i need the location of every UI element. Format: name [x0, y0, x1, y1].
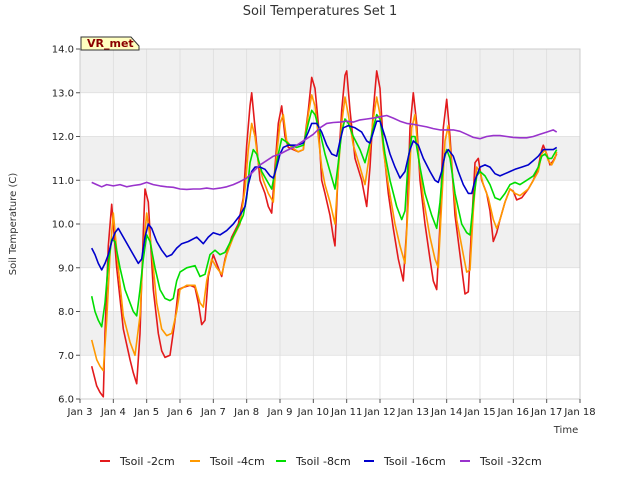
- y-tick-label: 6.0: [58, 395, 74, 406]
- legend: Tsoil -2cm Tsoil -4cm Tsoil -8cm Tsoil -16c…: [100, 455, 542, 468]
- series-line-tsoil-4cm: [90, 94, 558, 372]
- y-tick-label: 14.0: [52, 45, 74, 56]
- x-tick-label: Jan 6: [167, 407, 193, 418]
- plot-bands: [80, 49, 580, 399]
- x-tick-label: Jan 9: [267, 407, 293, 418]
- x-tick-label: Jan 16: [497, 407, 529, 418]
- chart-title: Soil Temperatures Set 1: [243, 4, 398, 19]
- y-axis: 6.0 7.0 8.0 9.0 10.0 11.0 12.0 13.0 14.0: [52, 45, 80, 406]
- y-tick-label: 7.0: [58, 351, 74, 362]
- series-line-tsoil-32cm: [91, 114, 558, 191]
- legend-item: Tsoil -32cm: [460, 455, 542, 468]
- x-tick-label: Jan 4: [100, 407, 126, 418]
- x-tick-label: Jan 7: [200, 407, 226, 418]
- station-label-background: [80, 36, 140, 51]
- plot-band: [80, 49, 580, 93]
- x-tick-label: Jan 15: [463, 407, 495, 418]
- legend-item: Tsoil -16cm: [364, 455, 446, 468]
- series-line-tsoil-8cm: [90, 109, 558, 328]
- plot-band: [80, 311, 580, 356]
- grid-lines: [79, 48, 581, 400]
- y-tick-label: 12.0: [52, 132, 74, 143]
- legend-item: Tsoil -4cm: [190, 455, 265, 468]
- y-tick-label: 13.0: [52, 88, 74, 99]
- x-tick-label: Jan 10: [297, 407, 329, 418]
- plot-band: [80, 92, 580, 137]
- x-tick-label: Jan 17: [530, 407, 562, 418]
- station-label-box: VR_met: [80, 36, 140, 51]
- legend-item: Tsoil -2cm: [100, 455, 175, 468]
- x-tick-label: Jan 3: [67, 407, 93, 418]
- x-tick-label: Jan 13: [397, 407, 429, 418]
- legend-item: Tsoil -8cm: [276, 455, 351, 468]
- x-tick-label: Jan 8: [233, 407, 259, 418]
- plot-band: [80, 267, 580, 312]
- legend-label: Tsoil -16cm: [383, 455, 446, 468]
- x-tick-label: Jan 11: [330, 407, 362, 418]
- x-tick-label: Jan 5: [133, 407, 159, 418]
- y-tick-label: 11.0: [52, 176, 74, 187]
- plot-band: [80, 224, 580, 268]
- x-tick-label: Jan 12: [363, 407, 395, 418]
- y-axis-label: Soil Temperature (C): [8, 173, 19, 276]
- x-tick-label: Jan 18: [563, 407, 595, 418]
- legend-label: Tsoil -4cm: [209, 455, 265, 468]
- legend-label: Tsoil -2cm: [119, 455, 175, 468]
- x-axis: Jan 3 Jan 4 Jan 5 Jan 6 Jan 7 Jan 8 Jan 9 Jan 1…: [67, 399, 596, 418]
- series-layer: [90, 70, 558, 398]
- legend-label: Tsoil -8cm: [295, 455, 351, 468]
- y-tick-label: 8.0: [58, 307, 74, 318]
- y-tick-label: 10.0: [52, 220, 74, 231]
- legend-label: Tsoil -32cm: [479, 455, 542, 468]
- station-label: VR_met: [87, 37, 134, 50]
- series-line-tsoil-16cm: [90, 120, 558, 271]
- y-tick-label: 9.0: [58, 263, 74, 274]
- plot-band: [80, 355, 580, 399]
- series-line-tsoil-2cm: [90, 70, 558, 398]
- x-tick-label: Jan 14: [430, 407, 462, 418]
- x-axis-label: Time: [553, 425, 578, 436]
